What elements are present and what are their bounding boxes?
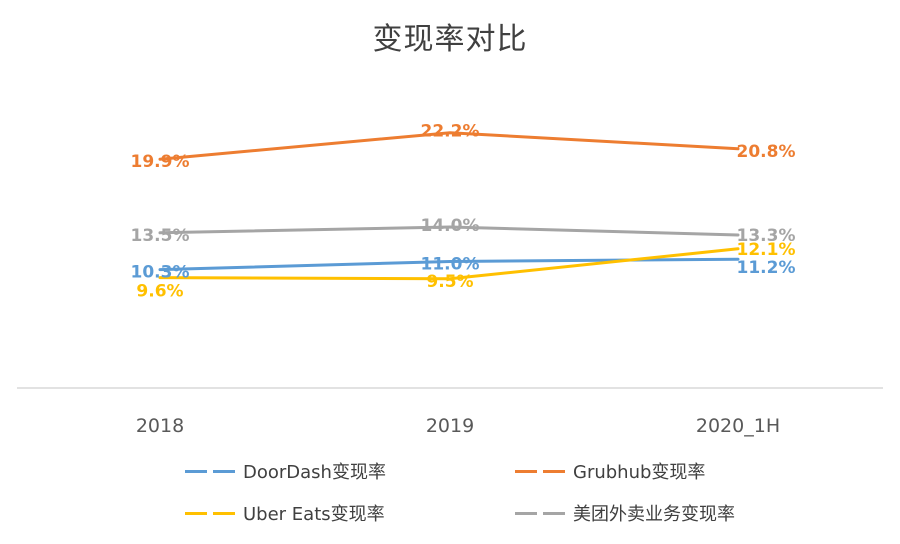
series-line (158, 131, 740, 161)
data-label: 22.2% (421, 122, 480, 142)
data-label: 11.2% (737, 258, 796, 278)
data-label: 11.0% (421, 255, 480, 275)
data-label: 13.3% (737, 226, 796, 246)
legend-swatch-icon (185, 469, 235, 473)
legend-label: Grubhub变现率 (573, 462, 706, 483)
data-label: 9.6% (136, 282, 183, 302)
data-label: 10.3% (131, 263, 190, 283)
x-tick-label: 2020_1H (696, 415, 780, 437)
legend-swatch-icon (515, 469, 565, 473)
data-label: 14.0% (421, 216, 480, 236)
data-label: 9.5% (426, 272, 473, 292)
series-line (158, 225, 740, 237)
legend: DoorDash变现率 Grubhub变现率 Uber Eats变现率 美团外卖业务变… (185, 458, 825, 526)
legend-label: 美团外卖业务变现率 (573, 504, 735, 525)
legend-item: DoorDash变现率 (185, 458, 515, 484)
x-tick-label: 2018 (136, 415, 184, 437)
chart-title: 变现率对比 (372, 22, 528, 57)
legend-label: Uber Eats变现率 (243, 504, 385, 525)
legend-swatch-icon (185, 511, 235, 515)
data-label: 19.9% (131, 152, 190, 172)
legend-item: Grubhub变现率 (515, 458, 815, 484)
legend-item: 美团外卖业务变现率 (515, 500, 815, 526)
series-line (158, 247, 740, 281)
x-tick-label: 2019 (426, 415, 474, 437)
data-label: 12.1% (737, 240, 796, 260)
data-label: 20.8% (737, 142, 796, 162)
data-label: 13.5% (131, 226, 190, 246)
legend-item: Uber Eats变现率 (185, 500, 515, 526)
legend-label: DoorDash变现率 (243, 462, 386, 483)
legend-swatch-icon (515, 511, 565, 515)
